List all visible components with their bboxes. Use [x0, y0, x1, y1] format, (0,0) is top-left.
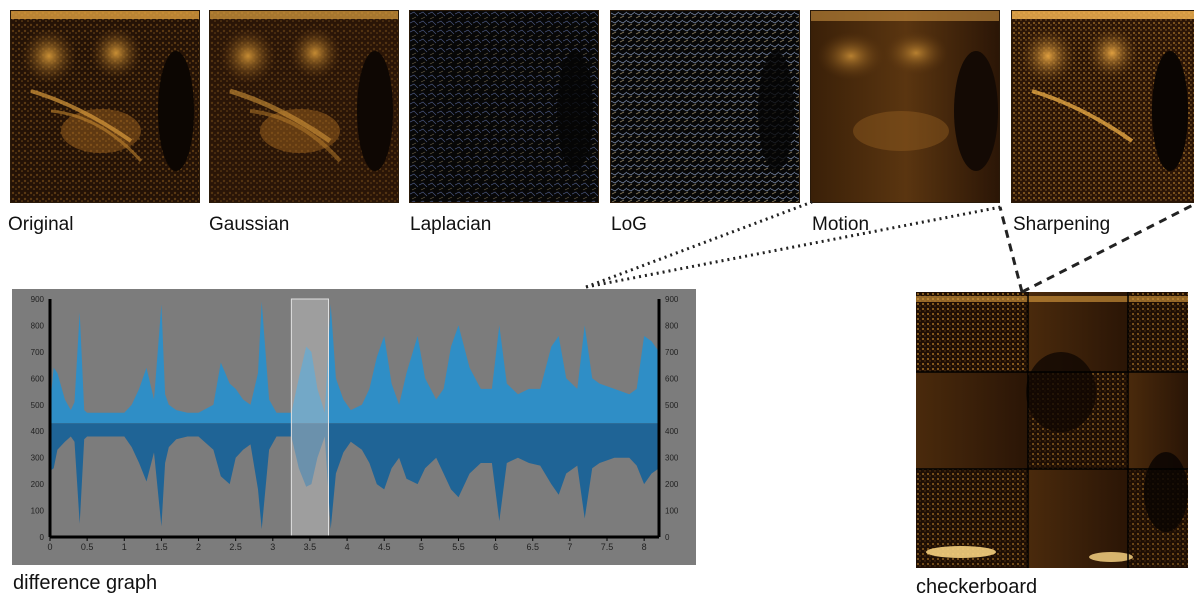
y-tick-left-label: 300 — [31, 454, 45, 463]
ultrasound-image-laplacian — [410, 11, 598, 202]
y-tick-right-label: 0 — [665, 533, 670, 542]
thumb-gaussian — [209, 10, 399, 203]
thumb-original — [10, 10, 200, 203]
ultrasound-image-log — [611, 11, 799, 202]
thumb-motion — [810, 10, 1000, 203]
y-tick-right-label: 800 — [665, 321, 679, 330]
checkerboard-image — [916, 292, 1188, 568]
ultrasound-image-sharpening — [1012, 11, 1194, 202]
y-tick-left-label: 600 — [31, 374, 45, 383]
checkerboard-caption: checkerboard — [916, 576, 1038, 598]
difference-graph-panel[interactable]: 0 100 200 300 400 500 600 700 800 900 0 100 200 300 40… — [12, 289, 696, 565]
x-tick-label: 3.5 — [304, 542, 317, 552]
y-tick-right-label: 600 — [665, 374, 679, 383]
x-tick-label: 2 — [196, 542, 201, 552]
y-tick-right-label: 700 — [665, 348, 679, 357]
x-tick-label: 3 — [270, 542, 275, 552]
difference-graph-caption: difference graph — [13, 572, 158, 594]
difference-graph-chart: 0100200300400500600700800900010020030040… — [31, 295, 679, 552]
x-tick-label: 4 — [345, 542, 350, 552]
thumb-laplacian — [409, 10, 599, 203]
label-laplacian: Laplacian — [410, 214, 492, 235]
x-tick-label: 4.5 — [378, 542, 391, 552]
highlight-band — [290, 298, 330, 538]
label-gaussian: Gaussian — [209, 214, 290, 235]
x-tick-label: 6.5 — [526, 542, 539, 552]
series-area-1 — [50, 423, 659, 530]
y-tick-right-label: 500 — [665, 401, 679, 410]
y-tick-left-label: 700 — [31, 348, 45, 357]
x-tick-label: 0 — [47, 542, 52, 552]
y-tick-left-label: 0 — [40, 533, 45, 542]
ultrasound-image-gaussian — [210, 11, 398, 202]
x-tick-label: 7.5 — [601, 542, 614, 552]
x-tick-label: 6 — [493, 542, 498, 552]
y-tick-right-label: 400 — [665, 427, 679, 436]
label-original: Original — [8, 214, 74, 235]
label-sharpening: Sharpening — [1013, 214, 1111, 235]
y-tick-right-label: 200 — [665, 480, 679, 489]
y-tick-left-label: 800 — [31, 321, 45, 330]
label-log: LoG — [611, 214, 647, 235]
checkerboard-ultrasound — [916, 292, 1188, 568]
x-tick-label: 1 — [122, 542, 127, 552]
ultrasound-image-original — [11, 11, 199, 202]
y-tick-left-label: 900 — [31, 295, 45, 304]
x-tick-label: 0.5 — [81, 542, 94, 552]
x-tick-label: 5 — [419, 542, 424, 552]
x-tick-label: 2.5 — [229, 542, 242, 552]
series-area-0 — [50, 301, 659, 424]
y-tick-left-label: 100 — [31, 507, 45, 516]
y-tick-left-label: 200 — [31, 480, 45, 489]
y-tick-left-label: 400 — [31, 427, 45, 436]
y-tick-right-label: 100 — [665, 507, 679, 516]
label-motion: Motion — [812, 214, 870, 235]
thumb-sharpening — [1011, 10, 1194, 203]
y-tick-right-label: 300 — [665, 454, 679, 463]
x-tick-label: 8 — [642, 542, 647, 552]
x-tick-label: 5.5 — [452, 542, 465, 552]
y-tick-right-label: 900 — [665, 295, 679, 304]
ultrasound-image-motion — [811, 11, 999, 202]
y-tick-left-label: 500 — [31, 401, 45, 410]
x-tick-label: 7 — [567, 542, 572, 552]
thumb-log — [610, 10, 800, 203]
motion-connector-right — [585, 205, 1002, 289]
x-tick-label: 1.5 — [155, 542, 168, 552]
